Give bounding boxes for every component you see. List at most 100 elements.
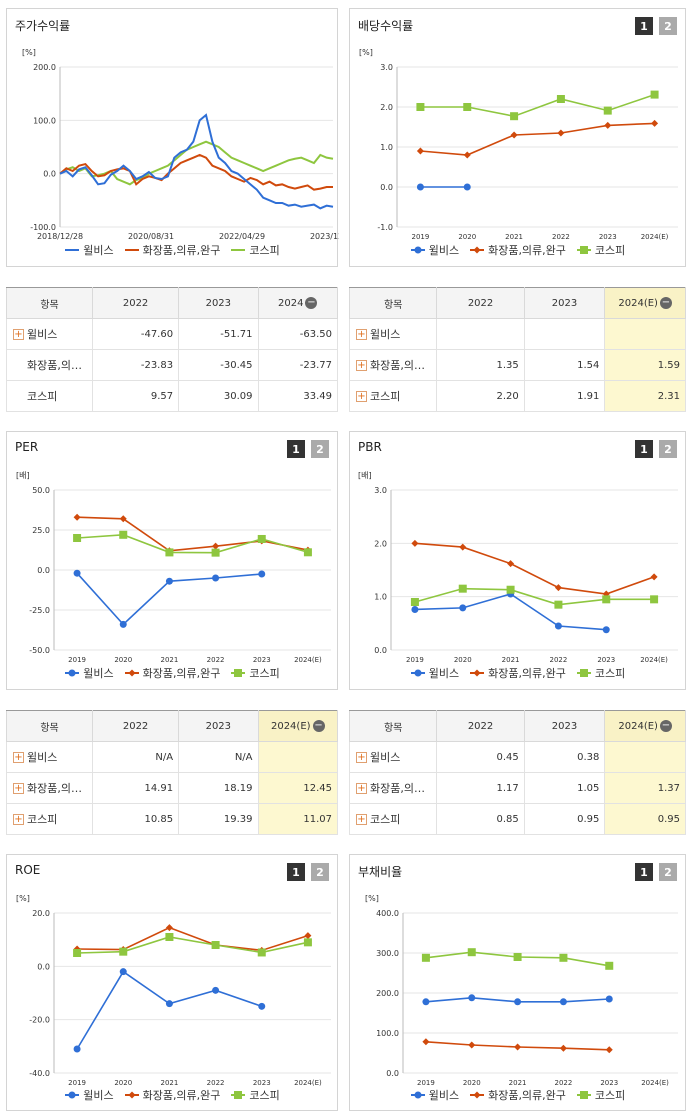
expand-icon[interactable]: + xyxy=(356,782,367,794)
chart-legend: 윌비스 화장품,의류,완구 코스피 xyxy=(7,1087,337,1103)
period-1-button[interactable]: 1 xyxy=(635,17,653,35)
x-tick-label: 2023 xyxy=(597,656,615,664)
legend-item[interactable]: 윌비스 xyxy=(410,1087,459,1103)
legend-label: 코스피 xyxy=(594,667,626,680)
dividend-yield-panel: 배당수익률 1 2 [%] 3.0 2.0 1.0 0.0 -1.0 2019 2020 202… xyxy=(349,8,686,267)
x-tick-label: 2021 xyxy=(505,233,523,241)
pbr-chart: [배]3.0 2.0 1.0 0.0 2019 2020 2021 2022 2023 2024(… xyxy=(358,471,678,664)
data-point xyxy=(257,948,266,957)
legend-item[interactable]: 코스피 xyxy=(230,242,280,258)
legend-item[interactable]: 윌비스 xyxy=(64,242,114,258)
y-tick-label: 1.0 xyxy=(374,593,387,602)
legend-marker-icon xyxy=(470,669,485,677)
data-point xyxy=(73,513,81,521)
table-row: + 윌비스 0.45 0.38 xyxy=(348,741,686,773)
y-tick-label: 0.0 xyxy=(380,183,393,192)
expand-icon[interactable]: + xyxy=(356,359,367,371)
expand-icon[interactable]: + xyxy=(13,813,24,825)
period-1-button[interactable]: 1 xyxy=(635,440,653,458)
chart-legend: 윌비스 화장품,의류,완구 코스피 xyxy=(350,1087,685,1103)
row-label: + 윌비스 xyxy=(348,741,438,773)
period-1-button[interactable]: 1 xyxy=(635,863,653,881)
pbr-table: 항목 2022 2023 2024(E) − + 윌비스 0.45 0.38 + 화장품,의… 1.1… xyxy=(348,710,686,835)
row-name: 코스피 xyxy=(370,390,401,403)
legend-marker-icon xyxy=(65,249,80,251)
y-tick-label: 0.0 xyxy=(43,170,56,179)
data-point xyxy=(410,598,419,606)
table-row: + 윌비스 -47.60 -51.71 -63.50 xyxy=(5,318,339,350)
panel-title: ROE xyxy=(15,863,41,877)
legend-marker-icon xyxy=(124,1091,139,1099)
table-cell: 1.05 xyxy=(523,772,606,804)
unit-label: [배] xyxy=(358,471,372,480)
legend-item[interactable]: 코스피 xyxy=(230,1087,280,1103)
expand-icon[interactable]: + xyxy=(13,751,24,763)
unit-label: [배] xyxy=(16,471,30,480)
legend-marker-icon xyxy=(124,249,139,251)
x-tick-label: 2020 xyxy=(454,656,472,664)
period-1-button[interactable]: 1 xyxy=(287,440,305,458)
y-tick-label: 400.0 xyxy=(376,909,399,918)
legend-item[interactable]: 화장품,의류,완구 xyxy=(469,665,566,681)
period-2-button[interactable]: 2 xyxy=(659,17,677,35)
legend-item[interactable]: 화장품,의류,완구 xyxy=(124,1087,220,1103)
column-header-item: 항목 xyxy=(348,287,438,319)
column-header-item: 항목 xyxy=(5,710,94,742)
legend-item[interactable]: 윌비스 xyxy=(64,665,114,681)
legend-item[interactable]: 화장품,의류,완구 xyxy=(469,242,566,258)
legend-label: 화장품,의류,완구 xyxy=(142,244,221,257)
row-label: + 코스피 xyxy=(348,380,438,412)
expand-icon[interactable]: + xyxy=(356,751,367,763)
period-1-button[interactable]: 1 xyxy=(287,863,305,881)
table-cell: -23.83 xyxy=(92,349,180,381)
expand-icon[interactable]: + xyxy=(356,328,367,340)
table-row: + 코스피 2.20 1.91 2.31 xyxy=(348,380,686,412)
data-point xyxy=(165,933,174,941)
legend-item[interactable]: 화장품,의류,완구 xyxy=(469,1087,566,1103)
legend-label: 코스피 xyxy=(249,667,280,680)
legend-item[interactable]: 코스피 xyxy=(576,242,625,258)
table-row: 화장품,의… -23.83 -30.45 -23.77 xyxy=(5,349,339,381)
collapse-icon[interactable]: − xyxy=(312,720,325,732)
y-tick-label: -40.0 xyxy=(29,1069,50,1078)
x-tick-label: 2020/08/31 xyxy=(128,232,174,241)
legend-item[interactable]: 코스피 xyxy=(576,665,625,681)
expand-icon[interactable]: + xyxy=(13,782,24,794)
collapse-icon[interactable]: − xyxy=(659,297,672,309)
legend-item[interactable]: 코스피 xyxy=(230,665,280,681)
y-tick-label: 100.0 xyxy=(376,1029,399,1038)
per-table: 항목 2022 2023 2024(E) − + 윌비스 N/A N/A + 화장품,의… 14.91… xyxy=(5,710,339,835)
row-label: + 윌비스 xyxy=(348,318,438,350)
period-toggle: 1 2 xyxy=(635,440,677,458)
collapse-icon[interactable]: − xyxy=(305,297,318,309)
period-2-button[interactable]: 2 xyxy=(659,863,677,881)
unit-label: [%] xyxy=(359,48,373,57)
legend-item[interactable]: 윌비스 xyxy=(64,1087,114,1103)
legend-label: 윌비스 xyxy=(428,244,460,257)
expand-icon[interactable]: + xyxy=(356,813,367,825)
data-point xyxy=(212,986,220,994)
y-tick-label: 20.0 xyxy=(32,909,50,918)
x-tick-label: 2021 xyxy=(161,1079,179,1087)
x-tick-label: 2022 xyxy=(552,233,570,241)
legend-marker-icon xyxy=(231,1091,246,1099)
legend-item[interactable]: 화장품,의류,완구 xyxy=(124,242,221,258)
x-tick-label: 2019 xyxy=(406,656,424,664)
period-2-button[interactable]: 2 xyxy=(311,440,329,458)
expand-icon[interactable]: + xyxy=(13,328,24,340)
panel-title: PER xyxy=(15,440,39,454)
y-tick-label: -50.0 xyxy=(29,646,50,655)
y-tick-label: 200.0 xyxy=(376,989,399,998)
legend-item[interactable]: 화장품,의류,완구 xyxy=(124,665,220,681)
expand-icon[interactable]: + xyxy=(356,390,367,402)
legend-item[interactable]: 코스피 xyxy=(576,1087,625,1103)
collapse-icon[interactable]: − xyxy=(659,720,672,732)
legend-item[interactable]: 윌비스 xyxy=(410,665,459,681)
period-2-button[interactable]: 2 xyxy=(659,440,677,458)
row-name: 화장품,의… xyxy=(370,359,425,372)
unit-label: [%] xyxy=(22,48,36,57)
legend-item[interactable]: 윌비스 xyxy=(410,242,459,258)
data-point xyxy=(605,1046,613,1054)
period-2-button[interactable]: 2 xyxy=(311,863,329,881)
data-point xyxy=(554,622,562,630)
